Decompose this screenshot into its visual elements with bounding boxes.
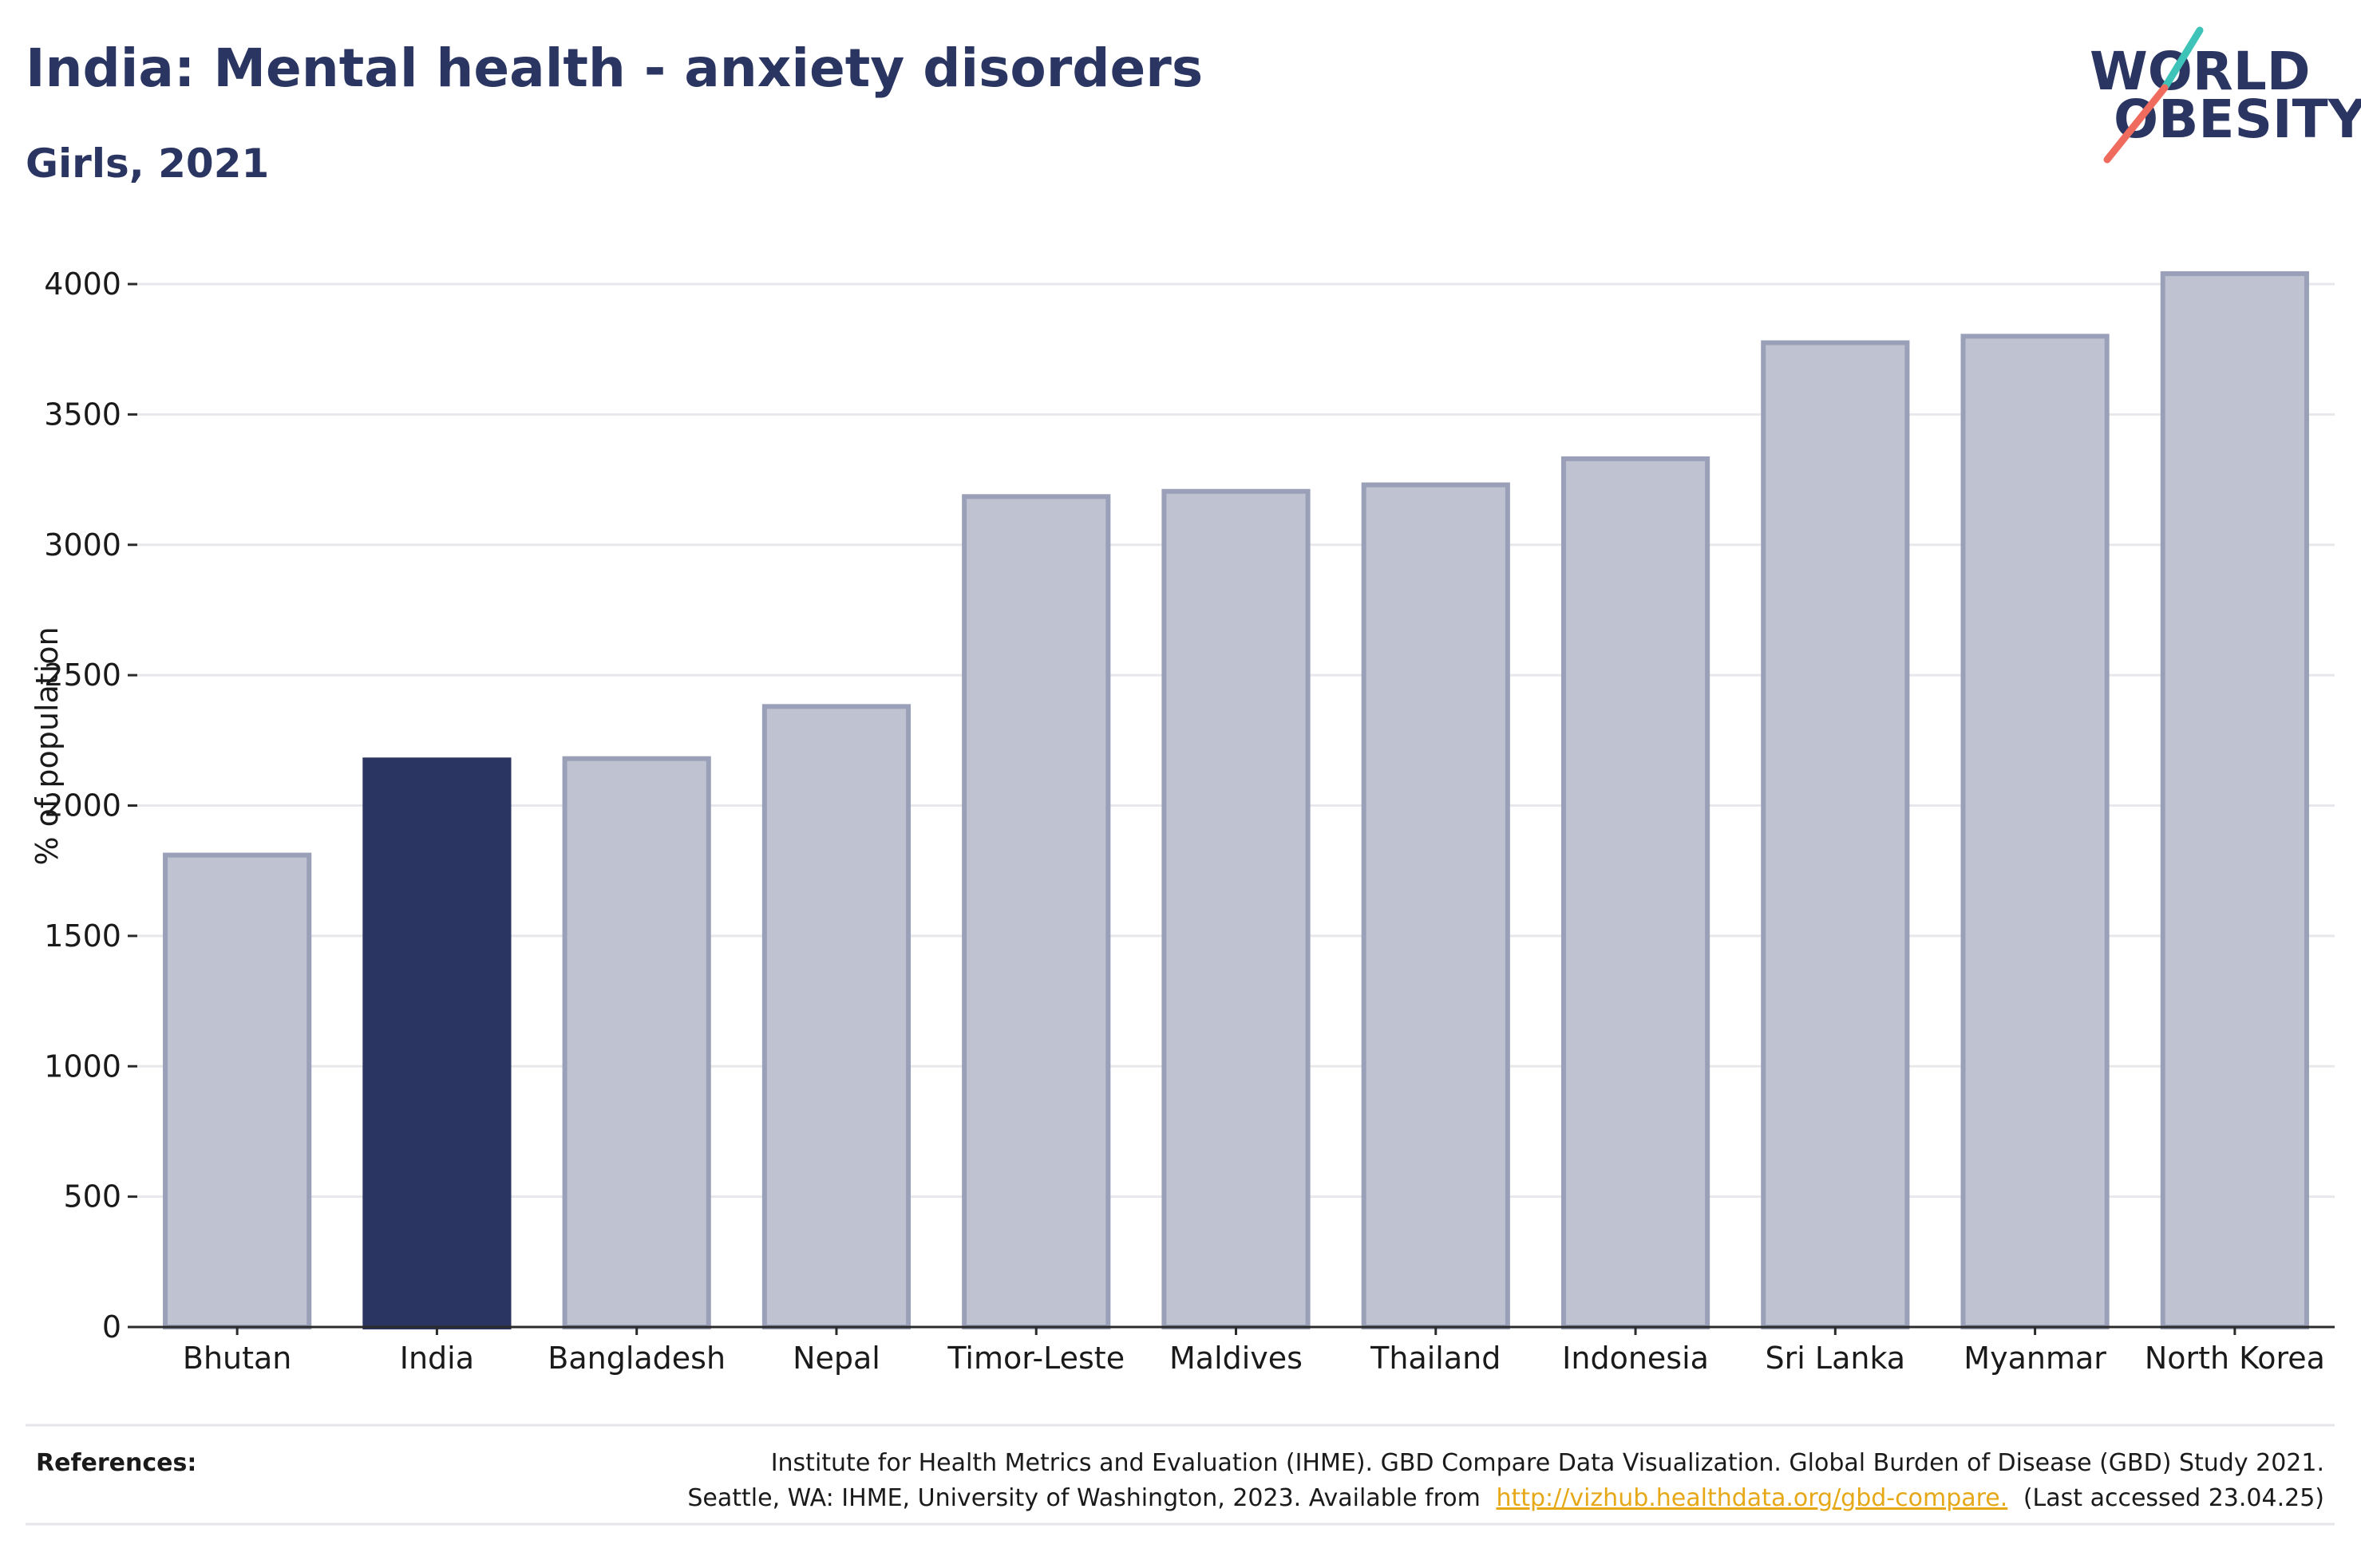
x-tick-label: India — [400, 1341, 474, 1376]
x-tick-label: Maldives — [1169, 1341, 1303, 1376]
x-tick-label: North Korea — [2145, 1341, 2325, 1376]
y-tick-label: 2000 — [44, 788, 121, 823]
references-line-1: Institute for Health Metrics and Evaluat… — [771, 1449, 2324, 1477]
bar-indonesia — [1560, 456, 1710, 1329]
y-tick-label: 500 — [63, 1179, 121, 1215]
bar-thailand — [1361, 482, 1510, 1329]
references-line-2: Seattle, WA: IHME, University of Washing… — [687, 1484, 2324, 1512]
y-tick-label: 1000 — [44, 1049, 121, 1084]
x-tick-label: Timor-Leste — [947, 1341, 1125, 1376]
bar-maldives — [1161, 488, 1311, 1329]
bar-nepal — [761, 704, 912, 1329]
x-tick-label: Sri Lanka — [1766, 1341, 1906, 1376]
x-tick-label: Bhutan — [183, 1341, 292, 1376]
logo-slash-coral — [2103, 84, 2169, 164]
logo-line-2: OBESITY — [2114, 89, 2361, 150]
y-axis-ticks: 0 500 1000 1500 2000 2500 3000 3500 4000 — [44, 267, 137, 1345]
y-tick-label: 2500 — [44, 658, 121, 693]
bar-myanmar — [1960, 334, 2110, 1330]
bar-bhutan — [163, 852, 312, 1329]
bars — [163, 271, 2309, 1330]
x-tick-label: Indonesia — [1562, 1341, 1709, 1376]
chart-subtitle: Girls, 2021 — [26, 140, 269, 187]
y-tick-label: 0 — [102, 1309, 121, 1345]
y-tick-label: 3500 — [44, 397, 121, 432]
x-tick-label: Thailand — [1370, 1341, 1501, 1376]
references-link[interactable]: http://vizhub.healthdata.org/gbd-compare… — [1496, 1484, 2007, 1512]
references-line-2-suffix: (Last accessed 23.04.25) — [2023, 1484, 2324, 1512]
y-tick-label: 1500 — [44, 918, 121, 954]
y-tick-label: 4000 — [44, 267, 121, 302]
x-tick-label: Myanmar — [1964, 1341, 2106, 1376]
world-obesity-logo: WORLD OBESITY — [2090, 26, 2361, 164]
bar-india — [362, 757, 512, 1329]
x-tick-label: Nepal — [793, 1341, 880, 1376]
references-label: References: — [36, 1449, 196, 1477]
bar-north-korea — [2160, 271, 2309, 1329]
y-axis-label: % of population — [30, 626, 65, 865]
logo-slash-teal — [2161, 26, 2204, 92]
bar-sri-lanka — [1761, 340, 1910, 1329]
references-line-2-prefix: Seattle, WA: IHME, University of Washing… — [687, 1484, 1481, 1512]
y-tick-label: 3000 — [44, 527, 121, 563]
chart-title: India: Mental health - anxiety disorders — [26, 38, 1203, 99]
x-axis-ticks: Bhutan India Bangladesh Nepal Timor-Leste Mal… — [183, 1327, 2325, 1376]
bar-bangladesh — [562, 756, 711, 1329]
x-tick-label: Bangladesh — [548, 1341, 726, 1376]
logo-line-1: WORLD — [2090, 41, 2311, 102]
bar-timor-leste — [962, 494, 1111, 1329]
